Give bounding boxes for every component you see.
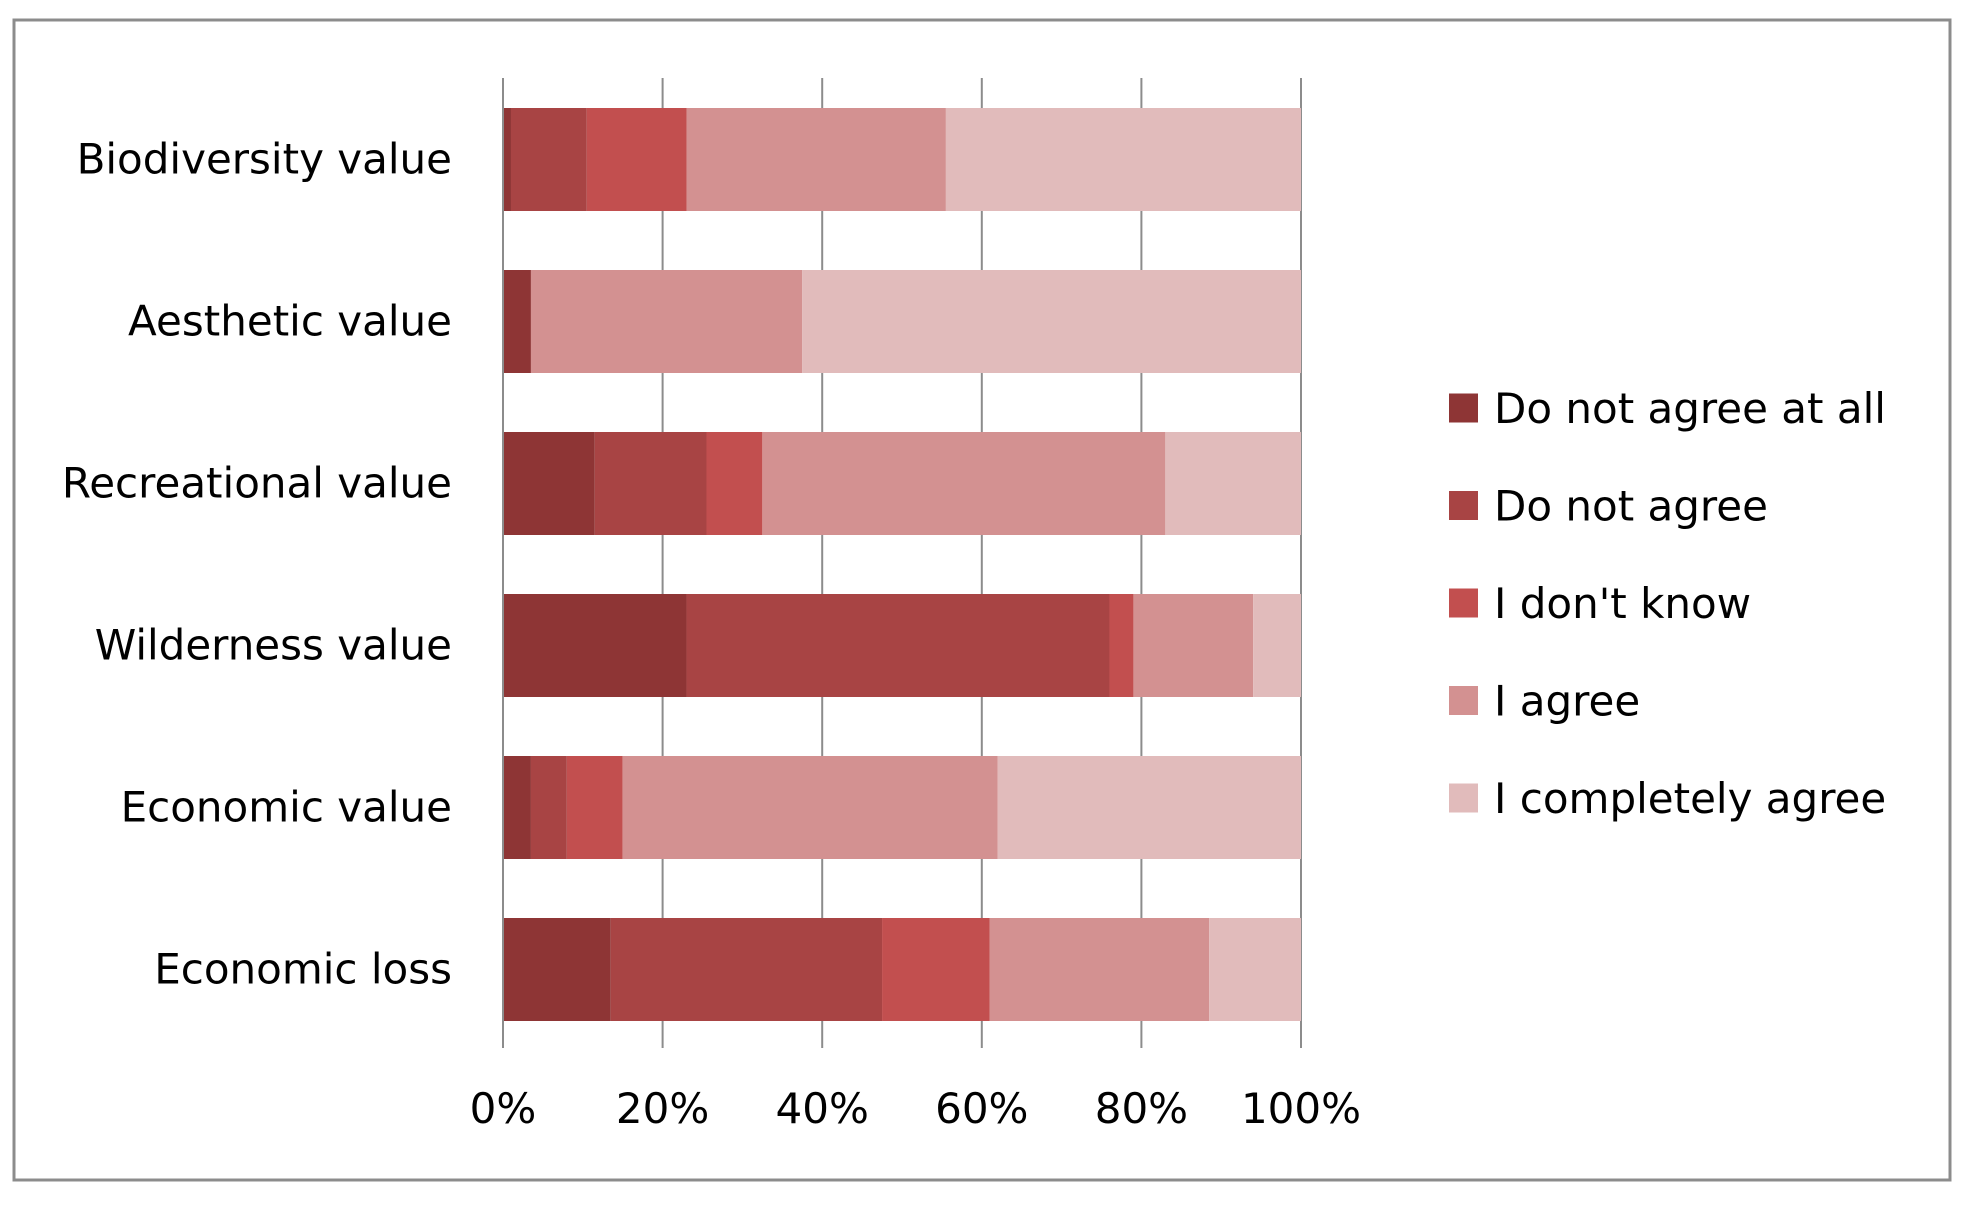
legend-swatch-0 xyxy=(1449,393,1478,423)
bars xyxy=(503,108,1301,1021)
bar-segment-5-4 xyxy=(1209,918,1301,1021)
bar-segment-0-2 xyxy=(586,108,687,211)
legend-swatch-3 xyxy=(1449,686,1478,715)
legend-label-2: I don't know xyxy=(1494,579,1751,628)
bar-segment-2-3 xyxy=(762,432,1166,535)
bar-segment-1-3 xyxy=(530,270,803,373)
legend-label-4: I completely agree xyxy=(1494,774,1886,823)
bar-segment-3-2 xyxy=(1109,594,1134,697)
legend-label-0: Do not agree at all xyxy=(1494,384,1886,433)
x-tick-label-0: 0% xyxy=(470,1084,537,1133)
legend-label-1: Do not agree xyxy=(1494,482,1768,531)
x-tick-label-1: 20% xyxy=(616,1084,709,1133)
bar-segment-1-4 xyxy=(802,270,1301,373)
bar-segment-4-2 xyxy=(566,756,623,859)
bar-segment-4-4 xyxy=(997,756,1301,859)
bar-segment-0-1 xyxy=(510,108,587,211)
bar-segment-0-4 xyxy=(945,108,1301,211)
bar-segment-3-0 xyxy=(503,594,687,697)
bar-segment-3-4 xyxy=(1253,594,1301,697)
legend-swatch-4 xyxy=(1449,783,1478,813)
category-label-5: Economic loss xyxy=(154,945,452,994)
legend-swatch-1 xyxy=(1449,491,1478,520)
x-tick-label-4: 80% xyxy=(1095,1084,1188,1133)
bar-segment-5-1 xyxy=(610,918,883,1021)
category-labels: Biodiversity value Aesthetic value Recreat… xyxy=(62,135,452,994)
x-tick-label-2: 40% xyxy=(776,1084,869,1133)
category-label-1: Aesthetic value xyxy=(128,297,452,346)
category-label-4: Economic value xyxy=(121,783,452,832)
x-tick-labels: 0% 20% 40% 60% 80% 100% xyxy=(470,1084,1361,1133)
x-tick-label-5: 100% xyxy=(1241,1084,1361,1133)
bar-segment-2-0 xyxy=(503,432,595,535)
category-label-3: Wilderness value xyxy=(95,621,452,670)
category-label-0: Biodiversity value xyxy=(77,135,452,184)
bar-segment-5-3 xyxy=(989,918,1210,1021)
bar-segment-0-0 xyxy=(503,108,511,211)
bar-segment-2-4 xyxy=(1165,432,1301,535)
bar-segment-4-3 xyxy=(622,756,998,859)
bar-segment-4-0 xyxy=(503,756,531,859)
bar-segment-2-2 xyxy=(706,432,763,535)
bar-segment-5-2 xyxy=(882,918,990,1021)
bar-segment-1-0 xyxy=(503,270,531,373)
bar-segment-5-0 xyxy=(503,918,611,1021)
legend: Do not agree at all Do not agree I don't k… xyxy=(1449,384,1886,823)
bar-segment-3-1 xyxy=(686,594,1110,697)
bar-segment-3-3 xyxy=(1133,594,1254,697)
bar-segment-0-3 xyxy=(686,108,946,211)
x-tick-label-3: 60% xyxy=(935,1084,1028,1133)
legend-label-3: I agree xyxy=(1494,677,1640,726)
bar-segment-2-1 xyxy=(594,432,707,535)
bar-segment-4-1 xyxy=(530,756,567,859)
legend-swatch-2 xyxy=(1449,588,1478,618)
category-label-2: Recreational value xyxy=(62,459,452,508)
